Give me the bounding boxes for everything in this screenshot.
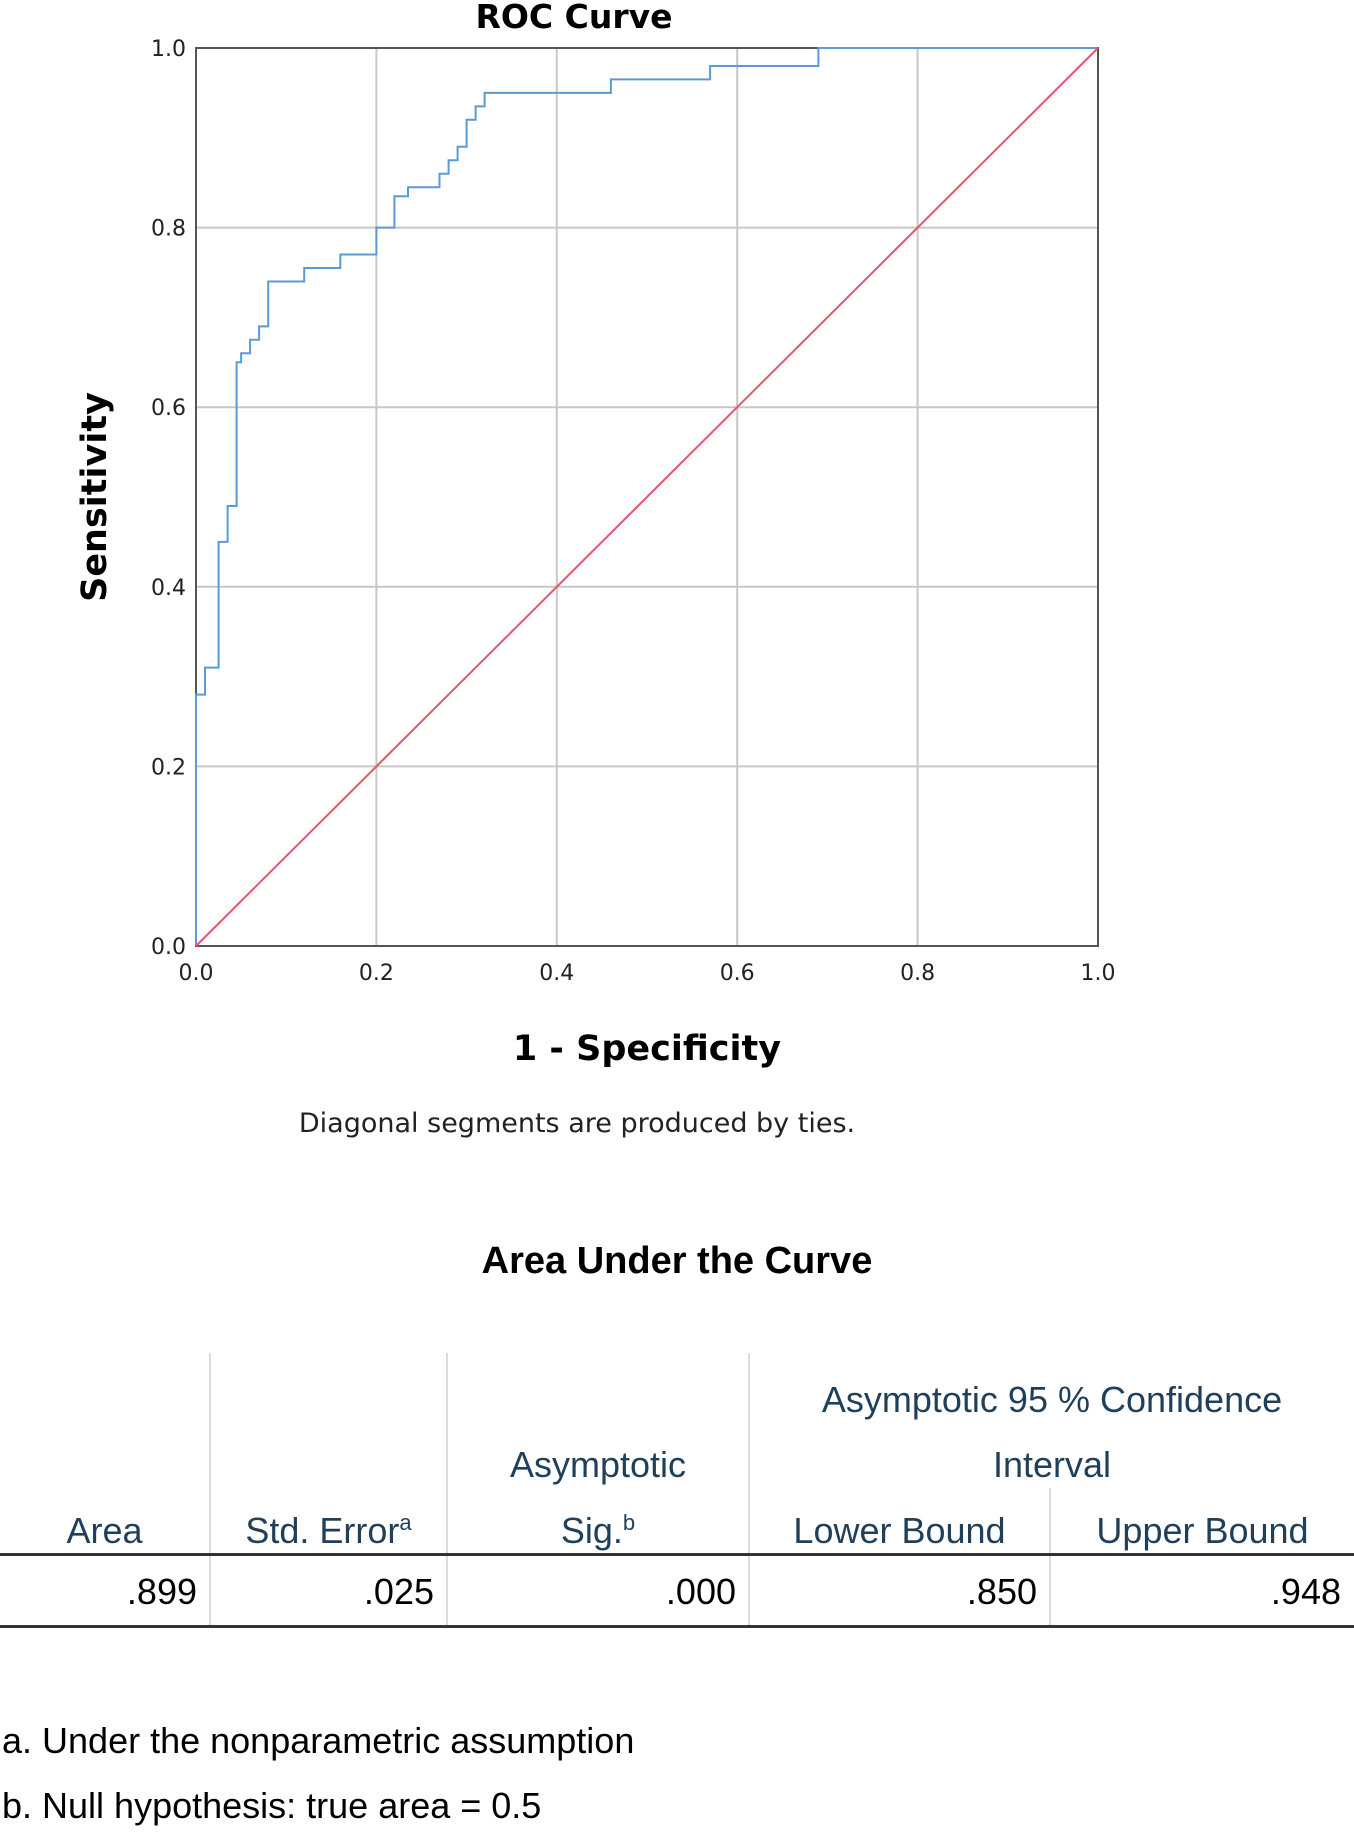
upper-bound-value: .948 [1270, 1571, 1341, 1612]
chart-title: ROC Curve [475, 0, 672, 36]
footnote-b: b. Null hypothesis: true area = 0.5 [2, 1785, 542, 1826]
x-tick-label: 1.0 [1081, 961, 1116, 986]
x-tick-labels: 0.0 0.2 0.4 0.6 0.8 1.0 [179, 961, 1116, 986]
x-tick-label: 0.6 [720, 961, 755, 986]
auc-title: Area Under the Curve [481, 1240, 873, 1282]
roc-curve-line [195, 47, 1098, 946]
std-error-value: .025 [363, 1571, 434, 1612]
sig-header-line1: Asymptotic [509, 1444, 687, 1485]
col-divider [209, 1353, 211, 1627]
ci-header-line2: Interval [992, 1444, 1112, 1485]
series-layer [195, 47, 1099, 947]
y-tick-labels: 0.0 0.2 0.4 0.6 0.8 1.0 [151, 37, 186, 960]
chart-note: Diagonal segments are produced by ties. [299, 1108, 855, 1139]
lower-bound-value: .850 [966, 1571, 1037, 1612]
plot-frame [195, 47, 1099, 947]
x-tick-label: 0.0 [179, 961, 214, 986]
y-axis-label: Sensitivity [75, 392, 115, 602]
sig-header-line2: Sig.b [560, 1510, 636, 1551]
y-tick-label: 0.6 [151, 396, 186, 421]
col-divider [1049, 1488, 1051, 1627]
y-tick-label: 1.0 [151, 37, 186, 62]
footnote-a: a. Under the nonparametric assumption [2, 1720, 635, 1761]
header-rule [0, 1553, 1354, 1556]
auc-table: Asymptotic 95 % Confidence Interval Asym… [0, 1353, 1354, 1631]
col-divider [748, 1353, 750, 1627]
area-value: .899 [126, 1571, 197, 1612]
ci-header-line1: Asymptotic 95 % Confidence [821, 1379, 1283, 1420]
x-axis-label: 1 - Specificity [513, 1029, 781, 1069]
x-tick-label: 0.8 [900, 961, 935, 986]
upper-bound-header: Upper Bound [1096, 1510, 1309, 1551]
sig-value: .000 [665, 1571, 736, 1612]
x-tick-label: 0.4 [539, 961, 574, 986]
y-tick-label: 0.4 [151, 576, 186, 601]
x-tick-label: 0.2 [359, 961, 394, 986]
roc-chart: ROC Curve 0.0 0.2 0.4 0.6 0.8 1.0 0.00.20.40.… [75, 0, 1116, 1139]
reference-line [195, 47, 1099, 947]
std-error-header: Std. Errora [245, 1510, 412, 1551]
y-tick-label: 0.2 [151, 755, 186, 780]
col-divider [446, 1353, 448, 1627]
y-tick-label: 0.8 [151, 217, 186, 242]
lower-bound-header: Lower Bound [793, 1510, 1006, 1551]
area-header: Area [66, 1510, 143, 1551]
y-tick-label: 0.0 [151, 935, 186, 960]
bottom-rule [0, 1625, 1354, 1628]
